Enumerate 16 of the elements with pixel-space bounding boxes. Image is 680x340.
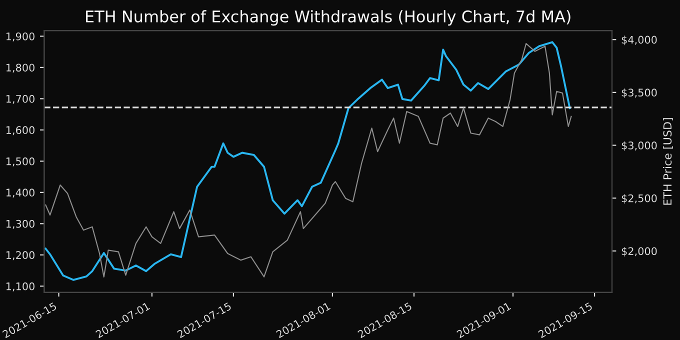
y-tick-label: 1,300 [6, 220, 34, 229]
y-tick-label: 1,900 [6, 32, 34, 42]
y2-tick-label: $3,000 [622, 141, 657, 151]
chart-title: ETH Number of Exchange Withdrawals (Hourly Chart, 7d MA) [86, 10, 570, 26]
y2-tick-label: $3,500 [622, 88, 657, 98]
y-tick-label: 1,400 [6, 188, 34, 198]
y2-tick-label: $4,000 [622, 36, 657, 46]
y2-tick-label: $2,000 [622, 247, 657, 256]
y-tick-label: 1,100 [6, 282, 34, 292]
y2-tick-label: $2,500 [622, 194, 657, 204]
y-tick-label: 1,800 [6, 64, 34, 73]
y-tick-label: 1,700 [6, 94, 34, 104]
y-tick-label: 1,500 [6, 157, 34, 166]
y-tick-label: 1,200 [6, 251, 34, 260]
y2-axis-title: ETH Price [USD] [663, 118, 673, 205]
y-tick-label: 1,600 [6, 126, 34, 136]
